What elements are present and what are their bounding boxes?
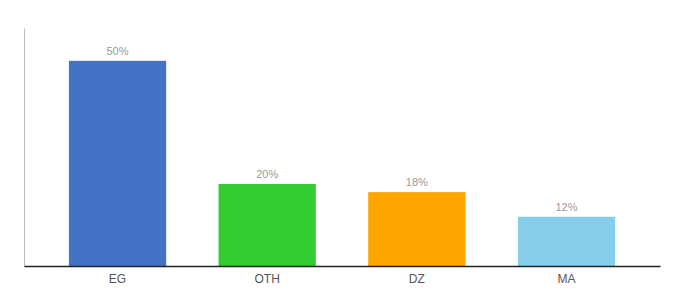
data-label: 20% xyxy=(256,168,278,180)
x-tick: OTH xyxy=(255,266,280,286)
bar xyxy=(69,61,166,266)
x-tick-label: MA xyxy=(557,272,575,286)
x-tick-label: OTH xyxy=(255,272,280,286)
bar xyxy=(368,192,465,266)
x-axis: EG OTH DZ MA xyxy=(25,266,661,286)
data-label: 50% xyxy=(107,45,129,57)
y-axis xyxy=(24,29,25,267)
bar xyxy=(518,217,615,266)
bar xyxy=(219,184,316,266)
plot: EG OTH DZ MA 50% 20% 18% 12% xyxy=(25,29,661,286)
x-tick: MA xyxy=(557,266,575,286)
x-tick-label: EG xyxy=(109,272,126,286)
x-tick: DZ xyxy=(409,266,425,286)
x-tick: EG xyxy=(109,266,126,286)
chart: EG OTH DZ MA 50% 20% 18% 12% xyxy=(0,0,680,300)
data-labels: 50% 20% 18% 12% xyxy=(107,45,578,213)
x-tick-label: DZ xyxy=(409,272,425,286)
y-axis-line xyxy=(24,29,25,267)
bars xyxy=(69,61,615,266)
x-axis-line xyxy=(25,266,661,268)
data-label: 12% xyxy=(555,201,577,213)
data-label: 18% xyxy=(406,176,428,188)
